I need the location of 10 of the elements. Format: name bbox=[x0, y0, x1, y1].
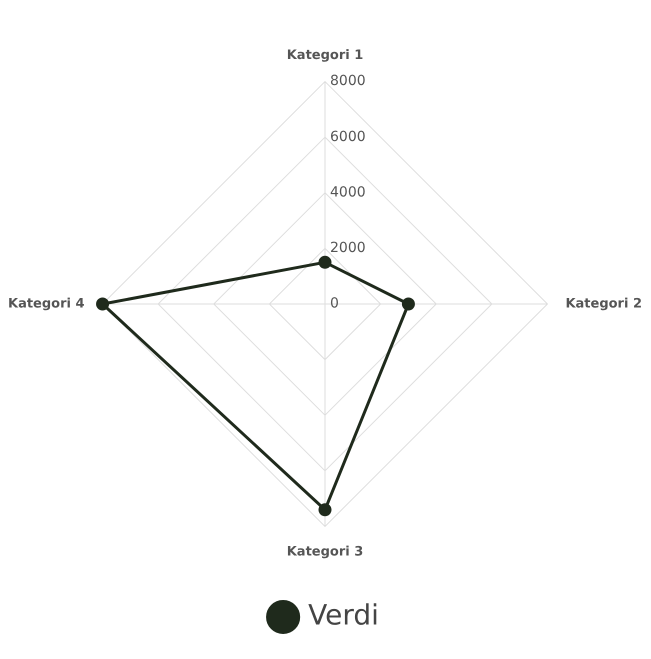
y-tick-label: 8000 bbox=[330, 73, 366, 90]
spoke-label: Kategori 4 bbox=[8, 296, 85, 312]
y-tick-label: 4000 bbox=[330, 184, 366, 200]
y-tick-label: 2000 bbox=[330, 240, 366, 256]
legend-label: Verdi bbox=[308, 598, 379, 632]
y-tick-label: 6000 bbox=[330, 128, 366, 145]
spoke-label: Kategori 3 bbox=[286, 544, 364, 560]
spoke-label: Kategori 2 bbox=[565, 296, 642, 312]
y-tick-label: 0 bbox=[330, 296, 339, 312]
spoke-label: Kategori 1 bbox=[286, 48, 364, 64]
